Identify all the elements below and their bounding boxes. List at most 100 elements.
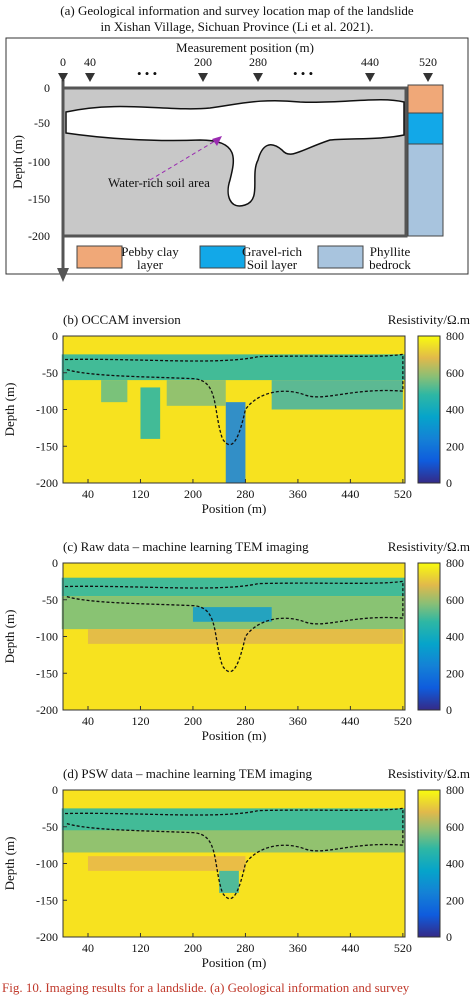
x-tick-label: 280 xyxy=(236,487,254,501)
colorbar-tick-label: 800 xyxy=(446,329,464,343)
heatmap-region xyxy=(87,629,403,644)
heatmap-region xyxy=(140,387,161,439)
heatmap-region xyxy=(166,380,226,406)
x-tick-label: 40 xyxy=(82,941,94,955)
x-tick-label: 520 xyxy=(394,487,412,501)
y-tick-label: -150 xyxy=(36,666,58,680)
y-tick-label: -200 xyxy=(28,229,50,243)
dots: • • • xyxy=(137,66,157,81)
legend-label: bedrock xyxy=(369,257,411,272)
x-tick-label: 520 xyxy=(394,941,412,955)
legend-swatch xyxy=(76,245,123,269)
x-tick-label: 440 xyxy=(341,714,359,728)
panel-a-frame xyxy=(5,37,469,275)
panel-title: (d) PSW data – machine learning TEM imag… xyxy=(63,766,312,781)
heatmap-region xyxy=(61,354,405,381)
heatmap-region xyxy=(61,577,405,597)
annotation-arrowhead xyxy=(212,136,222,146)
x-tick-label: 200 xyxy=(184,941,202,955)
y-tick-label: -200 xyxy=(36,703,58,717)
x-tick-label: 280 xyxy=(236,941,254,955)
phyllite-column xyxy=(407,143,444,237)
legend-label: Soil layer xyxy=(247,257,298,272)
y-tick-label: -50 xyxy=(34,116,50,130)
heatmap-region xyxy=(225,402,246,483)
colorbar-tick-label: 800 xyxy=(446,556,464,570)
y-tick-label: -100 xyxy=(36,403,58,417)
colorbar xyxy=(417,335,441,484)
x-tick-label: 440 xyxy=(361,55,379,69)
x-tick-label: 440 xyxy=(341,941,359,955)
y-tick-label: -100 xyxy=(28,155,50,169)
tick-marker xyxy=(85,73,95,82)
y-axis-label: Depth (m) xyxy=(2,837,17,891)
y-tick-label: -200 xyxy=(36,930,58,944)
legend-swatch xyxy=(317,245,364,269)
colorbar-label: Resistivity/Ω.m xyxy=(388,766,470,781)
x-tick-label: 520 xyxy=(394,714,412,728)
water-rich-soil xyxy=(65,98,405,207)
x-tick-label: 360 xyxy=(289,487,307,501)
y-tick-label: 0 xyxy=(44,81,50,95)
y-axis-label: Depth (m) xyxy=(10,135,25,189)
colorbar-tick-label: 200 xyxy=(446,666,464,680)
colorbar-label: Resistivity/Ω.m xyxy=(388,312,470,327)
x-tick-label: 280 xyxy=(236,714,254,728)
colorbar xyxy=(417,789,441,938)
gravel-column xyxy=(407,112,444,145)
colorbar-tick-label: 400 xyxy=(446,403,464,417)
tick-marker xyxy=(198,73,208,82)
colorbar-tick-label: 0 xyxy=(446,476,452,490)
x-tick-label: 40 xyxy=(84,55,96,69)
y-tick-label: 0 xyxy=(52,556,58,570)
x-axis-label: Position (m) xyxy=(202,728,267,743)
x-tick-label: 440 xyxy=(341,487,359,501)
colorbar xyxy=(417,562,441,711)
y-tick-label: -50 xyxy=(42,820,58,834)
colorbar-label: Resistivity/Ω.m xyxy=(388,539,470,554)
colorbar-tick-label: 600 xyxy=(446,593,464,607)
arrow-head xyxy=(57,268,69,282)
tick-marker xyxy=(423,73,433,82)
x-tick-label: 360 xyxy=(289,941,307,955)
x-tick-label: 200 xyxy=(194,55,212,69)
y-tick-label: -100 xyxy=(36,630,58,644)
x-tick-label: 280 xyxy=(249,55,267,69)
y-tick-label: -150 xyxy=(36,439,58,453)
y-tick-label: -200 xyxy=(36,476,58,490)
colorbar-tick-label: 0 xyxy=(446,703,452,717)
y-tick-label: 0 xyxy=(52,329,58,343)
y-tick-label: -50 xyxy=(42,593,58,607)
y-tick-label: 0 xyxy=(52,783,58,797)
x-tick-label: 200 xyxy=(184,714,202,728)
heatmap-region xyxy=(87,856,246,871)
x-tick-label: 120 xyxy=(131,941,149,955)
colorbar-tick-label: 400 xyxy=(446,630,464,644)
tick-marker xyxy=(58,73,68,82)
x-tick-label: 40 xyxy=(82,487,94,501)
legend-label: Gravel-rich xyxy=(242,244,302,259)
colorbar-tick-label: 200 xyxy=(446,893,464,907)
x-axis-label: Measurement position (m) xyxy=(176,40,314,55)
tick-marker xyxy=(253,73,263,82)
colorbar-tick-label: 400 xyxy=(446,857,464,871)
x-tick-label: 120 xyxy=(131,714,149,728)
caption: Fig. 10. Imaging results for a landslide… xyxy=(2,980,410,995)
x-tick-label: 120 xyxy=(131,487,149,501)
panel-title: (c) Raw data – machine learning TEM imag… xyxy=(63,539,309,554)
heatmap-region xyxy=(219,870,239,893)
colorbar-tick-label: 800 xyxy=(446,783,464,797)
tick-marker xyxy=(365,73,375,82)
dots: • • • xyxy=(293,66,313,81)
legend-swatch xyxy=(199,245,246,269)
legend-label: Phyllite xyxy=(370,244,411,259)
x-tick-label: 200 xyxy=(184,487,202,501)
annotation: Water-rich soil area xyxy=(108,175,210,190)
heatmap-region xyxy=(61,830,405,853)
x-tick-label: 520 xyxy=(419,55,437,69)
heatmap-region xyxy=(61,808,405,831)
panel-a-title: in Xishan Village, Sichuan Province (Li … xyxy=(100,19,373,34)
colorbar-tick-label: 600 xyxy=(446,366,464,380)
panel-title: (b) OCCAM inversion xyxy=(63,312,181,327)
